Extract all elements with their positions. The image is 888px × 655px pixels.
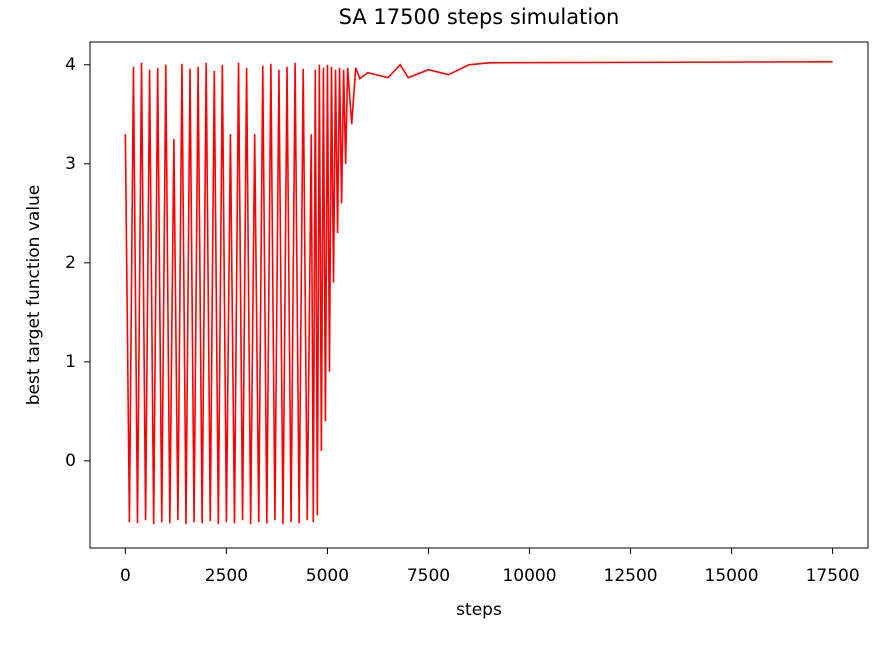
x-tick-label: 0: [120, 566, 131, 586]
y-axis-label: best target function value: [24, 185, 44, 406]
y-tick-label: 4: [65, 55, 76, 75]
x-tick-label: 12500: [604, 566, 658, 586]
plot-frame: [89, 41, 869, 549]
y-tick-label: 3: [65, 154, 76, 174]
x-tick-label: 2500: [205, 566, 248, 586]
y-tick-label: 1: [65, 352, 76, 372]
x-tick-label: 5000: [306, 566, 349, 586]
data-line: [124, 61, 833, 525]
x-tick-label: 17500: [806, 566, 860, 586]
y-tick-label: 2: [65, 253, 76, 273]
chart-title: SA 17500 steps simulation: [339, 5, 620, 29]
x-tick-label: 15000: [705, 566, 759, 586]
y-tick-label: 0: [65, 451, 76, 471]
x-tick-label: 7500: [407, 566, 450, 586]
x-axis-label: steps: [456, 600, 502, 620]
x-tick-label: 10000: [502, 566, 556, 586]
